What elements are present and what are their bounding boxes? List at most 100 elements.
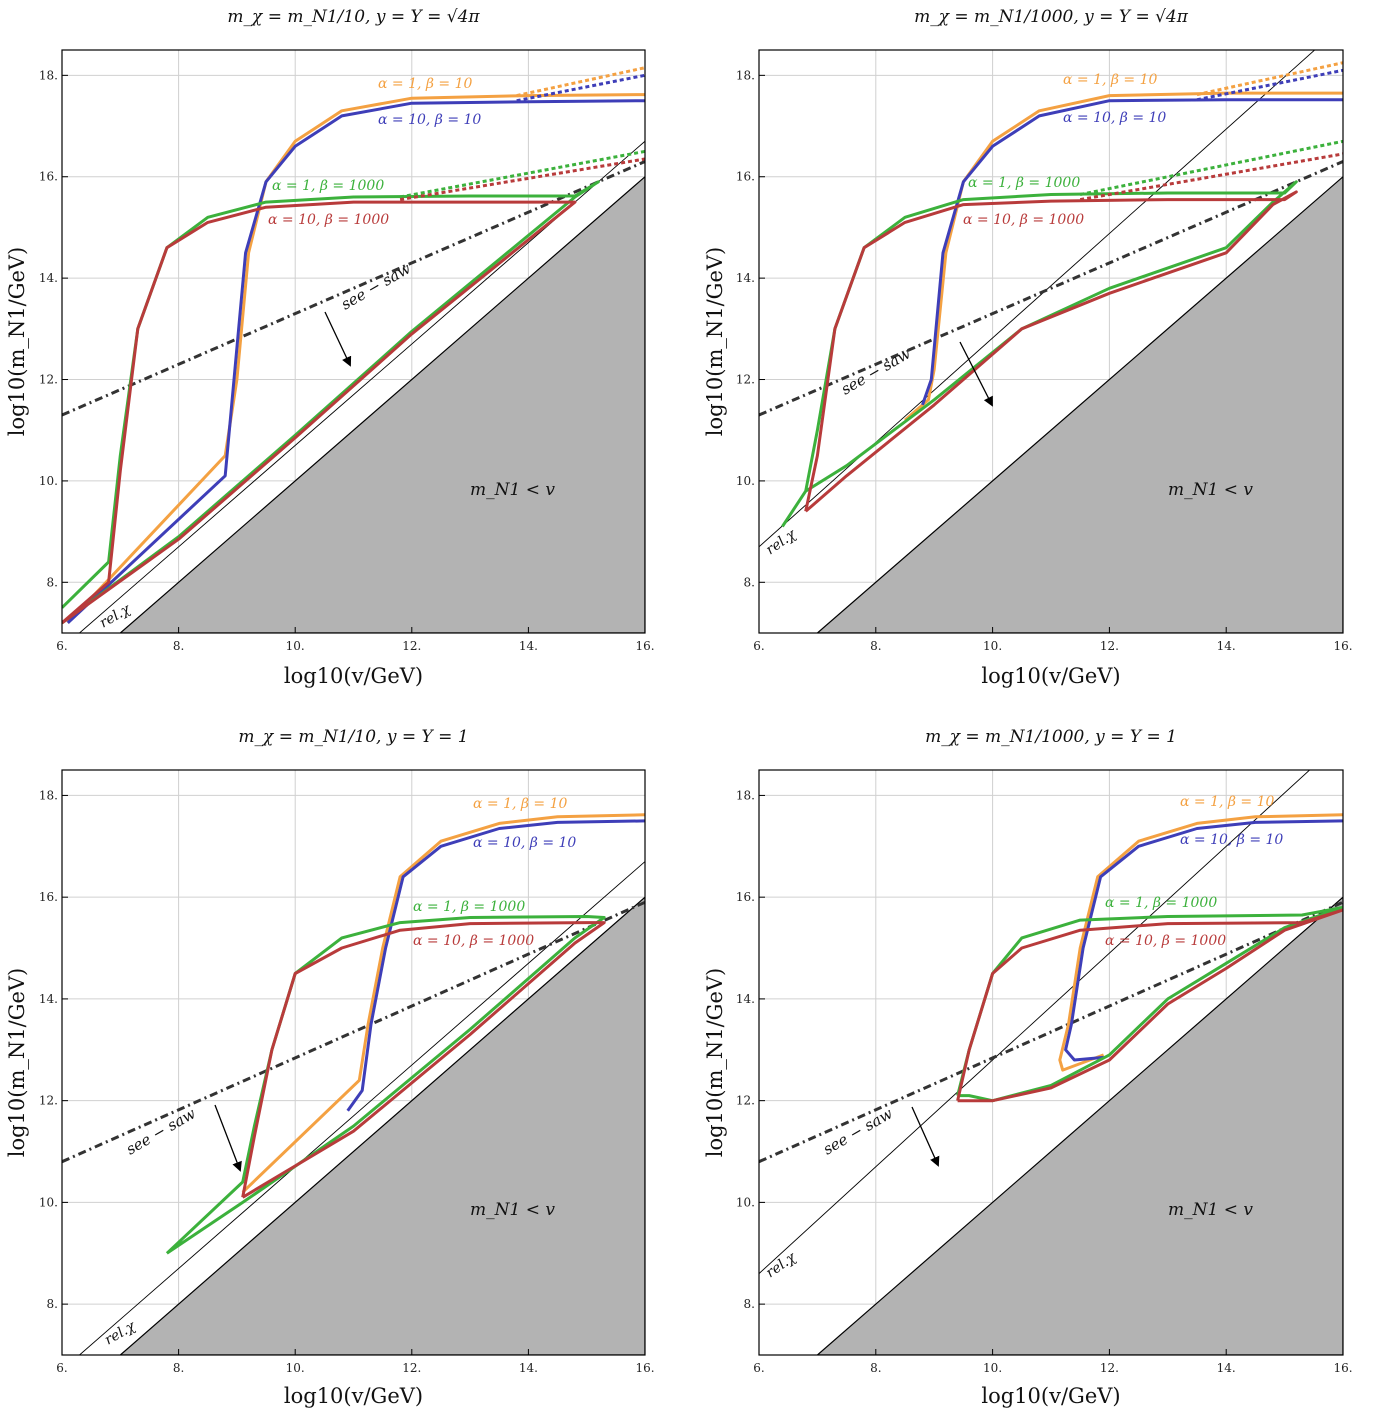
x-tick-label: 14. [519,1361,538,1375]
x-tick-label: 12. [402,639,421,653]
series-dotted-red [1079,152,1343,202]
x-tick-label: 12. [1100,639,1119,653]
y-tick-label: 18. [39,788,58,802]
chart-panel-3: α = 1, β = 10 α = 10, β = 10 α = 1, β = 10… [5,727,655,1408]
y-tick-label: 14. [736,992,755,1006]
series-line-red [956,908,1343,1103]
series-label-blue: α = 10, β = 10 [473,835,576,851]
plot-frame [61,769,646,1356]
x-tick-label: 16. [635,1361,654,1375]
chart-title: m_χ = m_N1/10, y = Y = 1 [238,727,468,747]
region-label: m_N1 < v [470,480,555,500]
x-tick-label: 6. [56,639,67,653]
series-dotted-green [1079,139,1343,196]
series-dotted-orange [516,66,645,98]
x-tick-label: 6. [753,639,764,653]
y-axis-label: log10(m_N1/GeV) [703,968,727,1158]
region-label: m_N1 < v [1168,1200,1253,1220]
seesaw-label: see − saw [123,1104,199,1158]
excluded-region [119,175,645,633]
seesaw-label: see − saw [338,259,414,313]
y-tick-label: 8. [744,1297,755,1311]
y-tick-label: 18. [736,68,755,82]
y-axis-label: log10(m_N1/GeV) [703,247,727,437]
series-dotted-red [399,157,645,202]
y-tick-label: 12. [39,373,58,387]
x-tick-label: 6. [56,1361,67,1375]
series-line-blue [1064,819,1343,1062]
rel-chi-line [759,770,1311,1274]
series-line-blue [921,98,1343,406]
series-dotted-blue [1196,68,1343,102]
y-axis-label: log10(m_N1/GeV) [5,968,29,1158]
x-tick-label: 14. [1217,1361,1236,1375]
series-line-red [62,200,577,625]
seesaw-arrow [911,1106,940,1167]
y-tick-label: 16. [736,170,755,184]
x-tick-label: 16. [1333,1361,1352,1375]
rel-chi-label: rel.χ [763,1249,800,1282]
series-dotted-orange [1196,61,1343,97]
x-tick-label: 10. [983,639,1002,653]
plot-frame [758,49,1344,634]
x-tick-label: 16. [635,639,654,653]
chart-panel-1: α = 1, β = 10 α = 10, β = 10 α = 1, β = 10… [5,7,655,688]
excluded-region [816,896,1343,1355]
y-tick-label: 14. [736,271,755,285]
y-tick-label: 16. [39,890,58,904]
y-tick-label: 14. [39,992,58,1006]
y-tick-label: 18. [736,788,755,802]
chart-panel-4: α = 1, β = 10 α = 10, β = 10 α = 1, β = 10… [703,727,1353,1408]
series-label-blue: α = 10, β = 10 [1063,110,1166,126]
x-tick-label: 14. [519,639,538,653]
x-tick-label: 16. [1333,639,1352,653]
x-tick-label: 8. [870,1361,881,1375]
chart-title: m_χ = m_N1/1000, y = Y = 1 [925,727,1177,747]
series-line-red [241,921,606,1199]
x-tick-label: 12. [1100,1361,1119,1375]
y-tick-label: 10. [736,1195,755,1209]
chart-title: m_χ = m_N1/10, y = Y = √4π [227,7,480,27]
y-tick-label: 8. [47,575,58,589]
x-tick-label: 14. [1217,639,1236,653]
series-label-blue: α = 10, β = 10 [1180,832,1283,848]
seesaw-label: see − saw [820,1104,896,1158]
x-tick-label: 10. [286,1361,305,1375]
seesaw-arrow [959,341,993,407]
seesaw-line [759,900,1343,1164]
seesaw-line [759,160,1343,417]
series-label-red: α = 10, β = 1000 [963,212,1084,228]
chart-panel-2: α = 1, β = 10 α = 10, β = 10 α = 1, β = 10… [703,7,1353,688]
y-tick-label: 10. [39,1195,58,1209]
seesaw-arrow [214,1104,242,1172]
y-tick-label: 16. [39,170,58,184]
y-tick-label: 10. [39,474,58,488]
series-line-blue [346,819,645,1112]
seesaw-line [62,900,645,1164]
y-tick-label: 12. [39,1094,58,1108]
chart-title: m_χ = m_N1/1000, y = Y = √4π [914,7,1189,27]
y-tick-label: 12. [736,1094,755,1108]
excluded-region [816,175,1343,633]
x-tick-label: 8. [173,639,184,653]
series-label-orange: α = 1, β = 10 [1180,794,1275,810]
series-label-green: α = 1, β = 1000 [1105,895,1217,911]
plot-frame [61,49,646,634]
x-tick-label: 10. [286,639,305,653]
y-tick-label: 16. [736,890,755,904]
region-label: m_N1 < v [470,1200,555,1220]
x-tick-label: 12. [402,1361,421,1375]
series-label-green: α = 1, β = 1000 [968,175,1080,191]
y-tick-label: 14. [39,271,58,285]
y-tick-label: 18. [39,68,58,82]
y-tick-label: 12. [736,373,755,387]
series-dotted-green [399,149,645,199]
series-line-blue [66,99,645,624]
region-label: m_N1 < v [1168,480,1253,500]
x-tick-label: 10. [983,1361,1002,1375]
x-tick-label: 8. [870,639,881,653]
series-line-red [804,190,1298,513]
series-label-blue: α = 10, β = 10 [378,112,481,128]
seesaw-arrow [324,311,352,367]
